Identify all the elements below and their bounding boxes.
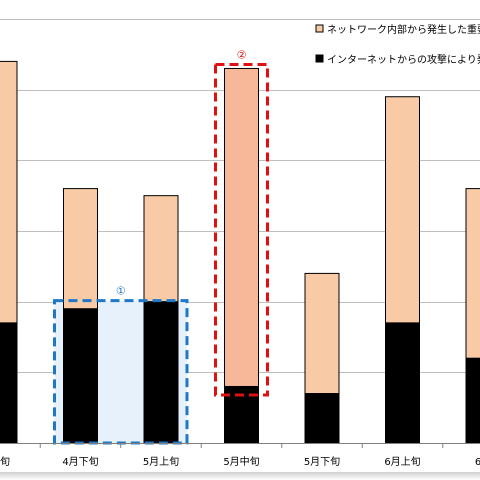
bar-internal-network-6	[465, 188, 480, 359]
axis-layer: 中旬 4月下旬 5月上旬 5月中旬 5月下旬 6月上旬 6月	[0, 443, 480, 468]
bar-internal-network-1	[63, 188, 98, 310]
bar-internal-network-3	[224, 67, 259, 387]
bar-internet-attack-4	[304, 393, 340, 444]
bar-internal-network-2	[143, 195, 179, 303]
legend-swatch	[315, 54, 324, 63]
bar-internal-network-0	[0, 60, 18, 324]
legend-label: インターネットからの攻撃により発生し	[327, 53, 480, 66]
legend-layer: ネットワーク内部から発生した重要イインターネットからの攻撃により発生し	[315, 23, 480, 66]
x-tick-label: 5月下旬	[304, 455, 340, 468]
highlight-2-outline	[214, 62, 269, 397]
x-tick-label: 4月下旬	[62, 455, 98, 468]
bar-internal-network-4	[304, 272, 340, 395]
x-tick-label: 5月中旬	[223, 455, 259, 468]
frame-shadow	[0, 472, 480, 480]
bar-layer	[0, 60, 480, 444]
bar-internet-attack-6	[465, 357, 480, 444]
bar-internet-attack-0	[0, 322, 18, 444]
bar-internet-attack-1	[63, 308, 98, 444]
legend-swatch	[315, 24, 324, 33]
legend-label: ネットワーク内部から発生した重要イ	[327, 23, 480, 36]
x-tick-label: 5月上旬	[143, 455, 179, 468]
x-tick-label: 中旬	[0, 455, 10, 468]
x-tick-label: 6月	[475, 456, 480, 468]
bar-internet-attack-5	[385, 322, 420, 444]
bar-internal-network-5	[385, 96, 420, 324]
highlight-2-label: ②	[237, 48, 247, 61]
x-tick-label: 6月上旬	[384, 455, 420, 468]
highlight-1-label: ①	[116, 285, 126, 298]
bar-internet-attack-2	[143, 301, 179, 444]
